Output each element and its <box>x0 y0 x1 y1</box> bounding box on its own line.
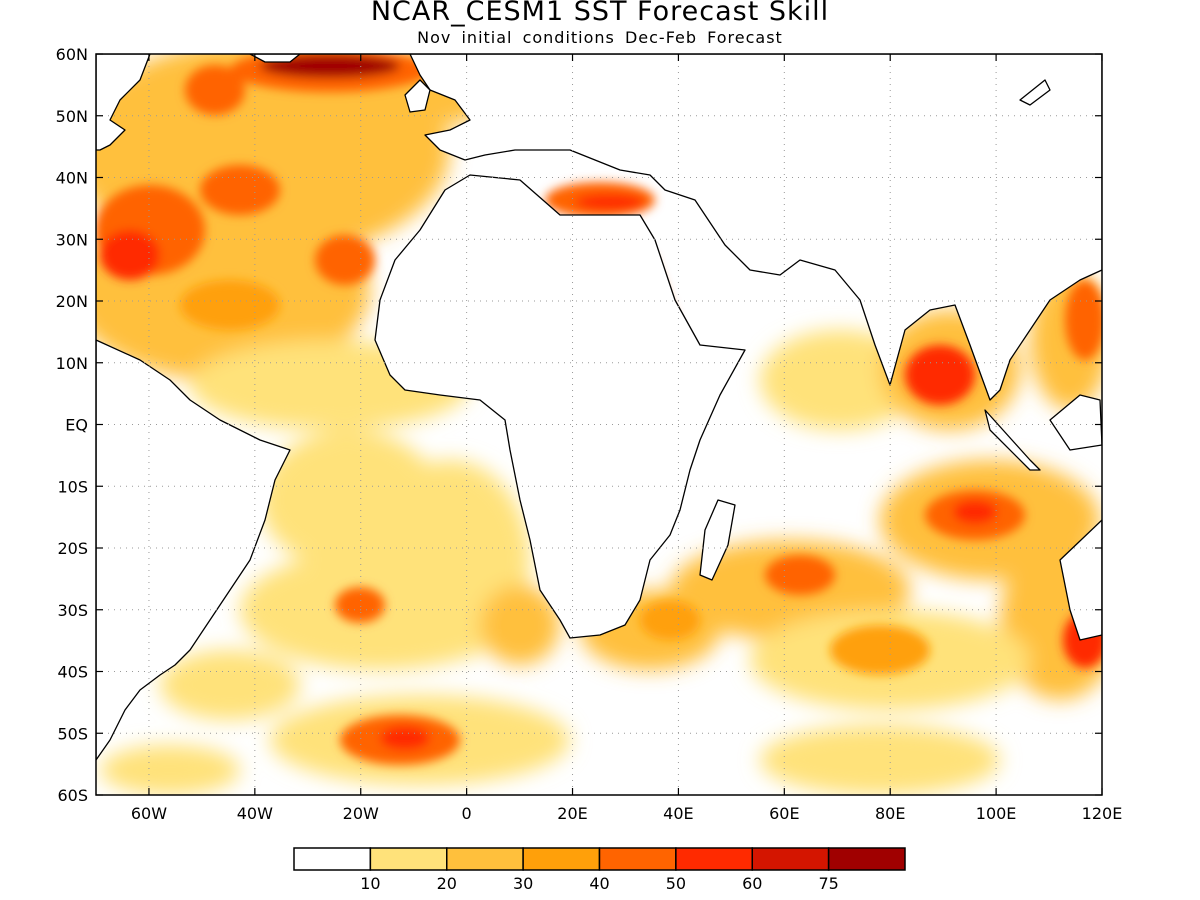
colorbar-segment <box>598 847 677 871</box>
colorbar-label: 10 <box>360 874 380 893</box>
japan-coastline <box>1019 79 1051 106</box>
colorbar-segment <box>369 847 448 871</box>
lat-tick-label: 30N <box>56 230 88 249</box>
colorbar-label: 75 <box>818 874 838 893</box>
map-subtitle: Nov initial conditions Dec-Feb Forecast <box>417 28 783 47</box>
colorbar-segment <box>293 847 372 871</box>
borneo-coastline <box>1049 394 1102 451</box>
eurasia-coastline <box>409 54 1102 401</box>
iceland-coastline <box>249 54 301 63</box>
colorbar-segment <box>522 847 601 871</box>
colorbar-segment <box>446 847 524 871</box>
lon-tick-label: 40W <box>237 804 273 823</box>
lon-tick-label: 40E <box>663 804 693 823</box>
lat-tick-label: 50S <box>57 724 88 743</box>
sumatra-coastline <box>984 409 1041 471</box>
colorbar: 10 20 30 40 50 60 75 <box>293 847 906 893</box>
colorbar-segment <box>751 847 830 871</box>
map-title: NCAR_CESM1 SST Forecast Skill <box>370 0 830 27</box>
colorbar-label: 40 <box>589 874 609 893</box>
colorbar-segment <box>827 847 906 871</box>
lat-tick-label: 20S <box>57 539 88 558</box>
lon-tick-label: 60W <box>131 804 167 823</box>
colorbar-label: 20 <box>437 874 457 893</box>
colorbar-segment <box>675 847 753 871</box>
lat-tick-label: 40N <box>56 169 88 188</box>
lat-tick-label: 60S <box>57 786 88 805</box>
colorbar-label: 50 <box>666 874 686 893</box>
lat-tick-label: 40S <box>57 663 88 682</box>
africa-coastline <box>374 174 746 639</box>
lat-tick-label: 10S <box>57 477 88 496</box>
madagascar-coastline <box>699 499 736 581</box>
latitude-axis: 60N 50N 40N 30N 20N 10N EQ 10S 20S 30S 40S 50S 60S <box>56 45 1102 805</box>
lon-tick-label: 20W <box>343 804 379 823</box>
lat-tick-label: 20N <box>56 292 88 311</box>
colorbar-label: 30 <box>513 874 533 893</box>
lon-tick-label: 0 <box>462 804 472 823</box>
central-america-coastline <box>96 339 291 761</box>
lon-tick-label: 20E <box>557 804 587 823</box>
lon-tick-label: 60E <box>769 804 799 823</box>
lat-tick-label: 10N <box>56 354 88 373</box>
lon-tick-label: 120E <box>1082 804 1123 823</box>
lat-tick-label: 60N <box>56 45 88 64</box>
land-masses <box>96 54 1102 761</box>
lon-tick-label: 100E <box>976 804 1017 823</box>
longitude-axis: 60W 40W 20W 0 20E 40E 60E 80E 100E 120E <box>131 54 1122 823</box>
lon-tick-label: 80E <box>875 804 905 823</box>
north-america-coastline <box>96 54 151 151</box>
british-isles-coastline <box>404 79 431 113</box>
australia-coastline <box>1059 519 1102 641</box>
colorbar-label: 60 <box>742 874 762 893</box>
lat-tick-label: 30S <box>57 601 88 620</box>
skill-shading-low <box>96 54 1102 795</box>
lat-tick-label: EQ <box>65 416 88 435</box>
lat-tick-label: 50N <box>56 107 88 126</box>
